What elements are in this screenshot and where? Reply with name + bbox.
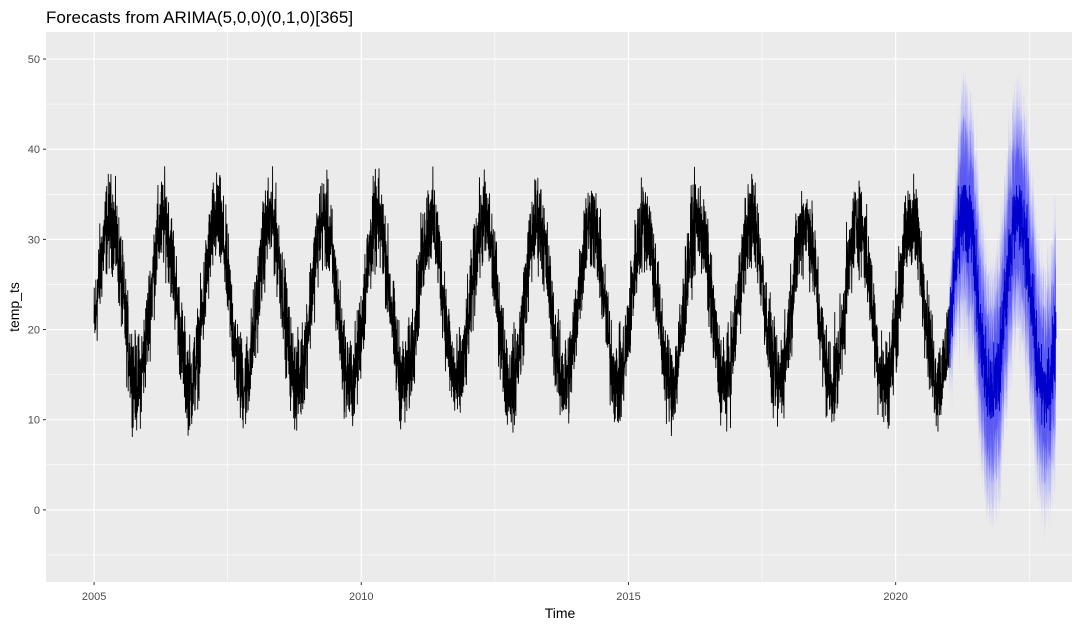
y-tick-label: 0 — [34, 505, 40, 517]
observed-series-line — [93, 166, 950, 437]
x-tick-label: 2020 — [883, 591, 907, 603]
plot-panel — [46, 32, 1072, 582]
y-tick-label: 50 — [28, 54, 40, 66]
y-tick-label: 20 — [28, 325, 40, 337]
prediction-interval-80 — [949, 113, 1056, 483]
chart-title: Forecasts from ARIMA(5,0,0)(0,1,0)[365] — [46, 8, 353, 27]
y-axis-title: temp_ts — [6, 282, 22, 332]
x-tick-label: 2005 — [82, 591, 106, 603]
y-tick-label: 10 — [28, 415, 40, 427]
x-axis: 2005 2010 2015 2020 — [82, 582, 908, 603]
x-tick-label: 2015 — [616, 591, 640, 603]
series-layer — [93, 63, 1057, 546]
x-tick-label: 2010 — [349, 591, 373, 603]
y-axis: 0 10 20 30 40 50 — [28, 54, 46, 517]
y-tick-label: 30 — [28, 234, 40, 246]
y-tick-label: 40 — [28, 144, 40, 156]
forecast-series-line — [948, 184, 1057, 431]
x-axis-title: Time — [545, 605, 576, 621]
